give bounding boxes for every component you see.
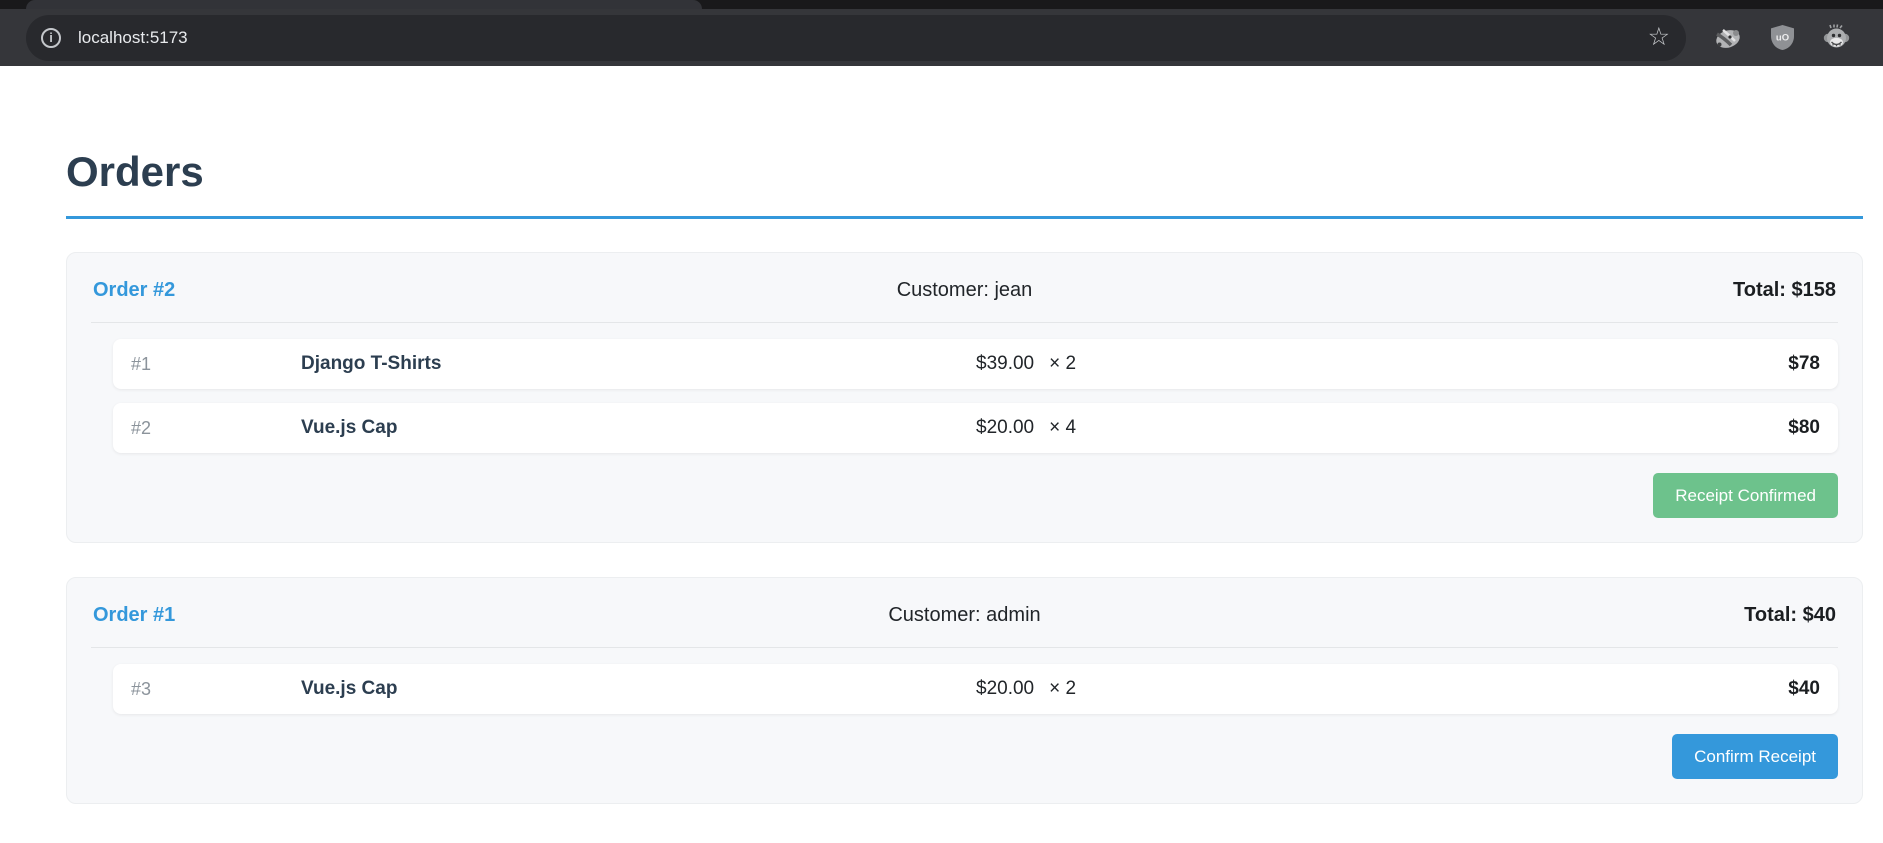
item-name: Vue.js Cap bbox=[301, 417, 398, 438]
order-items: #1 Django T-Shirts $39.00 × 2 $78 #2 Vue.… bbox=[113, 339, 1838, 453]
order-action-button[interactable]: Receipt Confirmed bbox=[1653, 473, 1838, 518]
item-subtotal: $80 bbox=[1788, 417, 1820, 438]
item-name: Django T-Shirts bbox=[301, 353, 442, 374]
active-tab[interactable] bbox=[26, 0, 702, 9]
orders-page: Orders Order #2 Customer: jean Total: $1… bbox=[66, 148, 1863, 804]
order-customer: Customer: admin bbox=[888, 604, 1041, 626]
address-bar[interactable]: i localhost:5173 ☆ bbox=[26, 14, 1686, 61]
item-subtotal: $40 bbox=[1788, 678, 1820, 699]
order-item-row: #3 Vue.js Cap $20.00 × 2 $40 bbox=[113, 664, 1838, 714]
browser-toolbar: i localhost:5173 ☆ uO bbox=[0, 9, 1883, 66]
browser-chrome: i localhost:5173 ☆ uO bbox=[0, 0, 1883, 66]
order-footer: Receipt Confirmed bbox=[91, 473, 1838, 518]
orders-list: Order #2 Customer: jean Total: $158 #1 D… bbox=[66, 252, 1863, 804]
order-items: #3 Vue.js Cap $20.00 × 2 $40 bbox=[113, 664, 1838, 714]
item-index: #1 bbox=[131, 353, 152, 374]
order-customer: Customer: jean bbox=[896, 279, 1033, 301]
order-link[interactable]: Order #2 bbox=[93, 279, 176, 301]
privacy-badger-icon[interactable] bbox=[1714, 25, 1742, 51]
item-price-block: $39.00 × 2 bbox=[976, 353, 1680, 375]
item-price-block: $20.00 × 4 bbox=[976, 417, 1680, 439]
extensions-area: uO bbox=[1714, 24, 1850, 51]
item-index: #2 bbox=[131, 417, 152, 438]
svg-text:uO: uO bbox=[1776, 33, 1789, 44]
site-info-icon[interactable]: i bbox=[41, 27, 61, 48]
order-header: Order #1 Customer: admin Total: $40 bbox=[91, 584, 1838, 648]
item-price-block: $20.00 × 2 bbox=[976, 678, 1680, 700]
order-item-row: #1 Django T-Shirts $39.00 × 2 $78 bbox=[113, 339, 1838, 389]
page-title: Orders bbox=[66, 148, 1863, 219]
item-name: Vue.js Cap bbox=[301, 678, 398, 699]
url-text[interactable]: localhost:5173 bbox=[78, 27, 188, 47]
item-price: $20.00 bbox=[976, 678, 1035, 699]
item-quantity: × 2 bbox=[1049, 353, 1077, 374]
order-card: Order #2 Customer: jean Total: $158 #1 D… bbox=[66, 252, 1863, 543]
item-quantity: × 2 bbox=[1049, 678, 1077, 699]
ublock-origin-shield-icon[interactable]: uO bbox=[1770, 24, 1795, 51]
order-action-button[interactable]: Confirm Receipt bbox=[1672, 734, 1838, 779]
item-price: $20.00 bbox=[976, 417, 1035, 438]
order-footer: Confirm Receipt bbox=[91, 734, 1838, 779]
item-price: $39.00 bbox=[976, 353, 1035, 374]
monkey-icon[interactable] bbox=[1823, 24, 1850, 51]
order-total: Total: $158 bbox=[1733, 279, 1836, 301]
order-total: Total: $40 bbox=[1744, 604, 1836, 626]
order-header: Order #2 Customer: jean Total: $158 bbox=[91, 259, 1838, 323]
order-item-row: #2 Vue.js Cap $20.00 × 4 $80 bbox=[113, 403, 1838, 453]
order-link[interactable]: Order #1 bbox=[93, 604, 176, 626]
item-quantity: × 4 bbox=[1049, 417, 1077, 438]
order-card: Order #1 Customer: admin Total: $40 #3 V… bbox=[66, 577, 1863, 804]
item-subtotal: $78 bbox=[1788, 353, 1820, 374]
tab-strip bbox=[0, 0, 1883, 9]
item-index: #3 bbox=[131, 678, 152, 699]
bookmark-star-icon[interactable]: ☆ bbox=[1647, 23, 1670, 51]
